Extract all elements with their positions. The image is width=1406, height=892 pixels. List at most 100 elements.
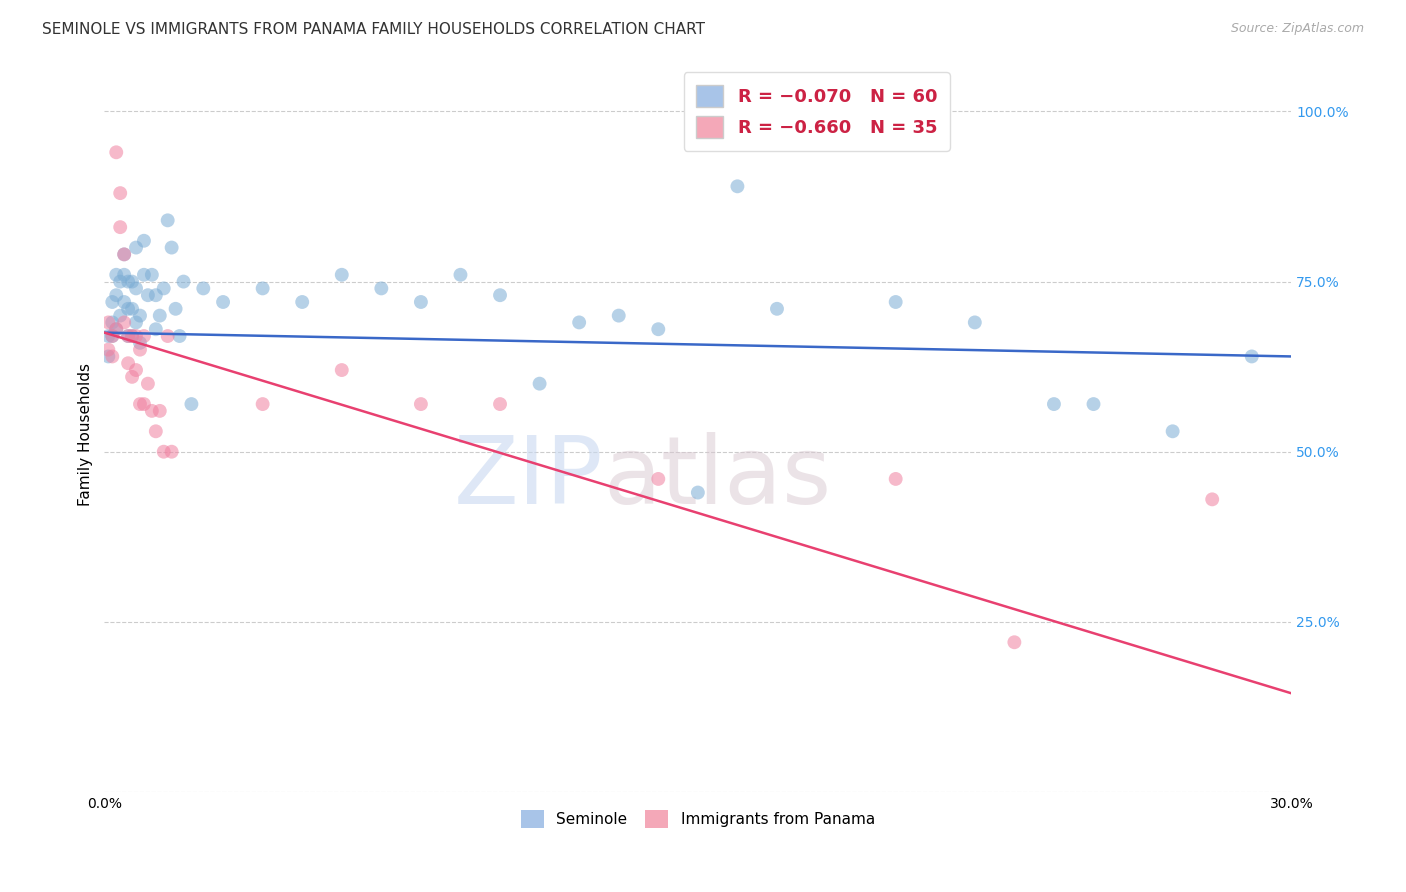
Point [112, 268, 135, 282]
Point [766, 301, 789, 316]
Point [156, 213, 179, 227]
Point [129, 335, 152, 350]
Point [101, 329, 124, 343]
Point [125, 363, 148, 377]
Point [125, 281, 148, 295]
Point [105, 288, 128, 302]
Point [173, 275, 195, 289]
Point [169, 329, 191, 343]
Point [686, 485, 709, 500]
Point [152, 444, 174, 458]
Point [101, 315, 124, 329]
Point [121, 301, 143, 316]
Point [149, 309, 172, 323]
Point [1240, 350, 1263, 364]
Point [1002, 635, 1025, 649]
Text: ZIP: ZIP [453, 432, 603, 524]
Point [136, 376, 159, 391]
Point [125, 241, 148, 255]
Point [165, 301, 187, 316]
Point [108, 275, 131, 289]
Point [152, 281, 174, 295]
Point [409, 397, 432, 411]
Point [121, 275, 143, 289]
Point [121, 329, 143, 343]
Point [117, 356, 139, 370]
Point [101, 350, 124, 364]
Point [725, 179, 748, 194]
Point [129, 309, 152, 323]
Point [1083, 397, 1105, 411]
Point [117, 275, 139, 289]
Point [180, 397, 202, 411]
Point [97, 329, 120, 343]
Point [647, 322, 669, 336]
Point [108, 220, 131, 235]
Point [108, 186, 131, 201]
Text: atlas: atlas [603, 432, 831, 524]
Point [97, 343, 120, 357]
Y-axis label: Family Households: Family Households [79, 363, 93, 506]
Legend: Seminole, Immigrants from Panama: Seminole, Immigrants from Panama [515, 804, 882, 834]
Point [409, 295, 432, 310]
Point [149, 404, 172, 418]
Point [117, 329, 139, 343]
Point [141, 404, 163, 418]
Point [156, 329, 179, 343]
Point [450, 268, 472, 282]
Point [212, 295, 235, 310]
Point [105, 145, 128, 160]
Point [1161, 425, 1184, 439]
Point [291, 295, 314, 310]
Point [125, 315, 148, 329]
Point [370, 281, 392, 295]
Point [108, 309, 131, 323]
Point [125, 329, 148, 343]
Point [112, 315, 135, 329]
Point [112, 247, 135, 261]
Point [101, 295, 124, 310]
Point [489, 288, 512, 302]
Point [568, 315, 591, 329]
Point [160, 241, 183, 255]
Point [963, 315, 986, 329]
Point [647, 472, 669, 486]
Point [112, 295, 135, 310]
Point [97, 315, 120, 329]
Point [1043, 397, 1066, 411]
Point [252, 397, 274, 411]
Point [112, 247, 135, 261]
Point [145, 425, 167, 439]
Point [607, 309, 630, 323]
Point [132, 268, 155, 282]
Point [330, 268, 353, 282]
Point [529, 376, 551, 391]
Point [97, 350, 120, 364]
Point [117, 329, 139, 343]
Point [252, 281, 274, 295]
Point [1201, 492, 1223, 507]
Point [121, 329, 143, 343]
Point [160, 444, 183, 458]
Point [129, 397, 152, 411]
Point [129, 343, 152, 357]
Point [193, 281, 215, 295]
Point [121, 369, 143, 384]
Point [101, 329, 124, 343]
Text: Source: ZipAtlas.com: Source: ZipAtlas.com [1230, 22, 1364, 36]
Point [884, 472, 907, 486]
Point [105, 322, 128, 336]
Point [132, 234, 155, 248]
Point [132, 329, 155, 343]
Point [117, 301, 139, 316]
Point [145, 288, 167, 302]
Point [145, 322, 167, 336]
Point [141, 268, 163, 282]
Text: SEMINOLE VS IMMIGRANTS FROM PANAMA FAMILY HOUSEHOLDS CORRELATION CHART: SEMINOLE VS IMMIGRANTS FROM PANAMA FAMIL… [42, 22, 706, 37]
Point [132, 397, 155, 411]
Point [330, 363, 353, 377]
Point [105, 322, 128, 336]
Point [884, 295, 907, 310]
Point [105, 268, 128, 282]
Point [489, 397, 512, 411]
